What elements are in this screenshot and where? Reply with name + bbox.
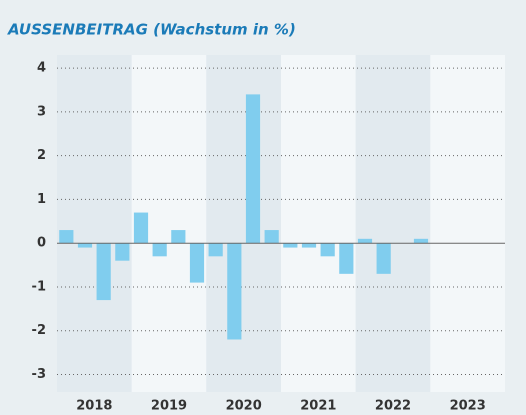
bar [171, 230, 186, 244]
year-band [430, 55, 505, 392]
bar [59, 230, 74, 244]
bar [376, 243, 391, 274]
y-tick-label: -3 [32, 367, 46, 382]
y-tick-label: 4 [37, 61, 46, 76]
x-tick-label: 2020 [226, 399, 262, 414]
chart-title: AUSSENBEITRAG (Wachstum in %) [7, 21, 296, 39]
bar [208, 243, 223, 257]
bar [133, 212, 149, 244]
y-tick-label: 1 [37, 192, 46, 207]
bar [152, 243, 167, 257]
y-tick-label: 0 [37, 236, 46, 251]
y-tick-label: 2 [37, 148, 46, 163]
bar [339, 243, 354, 274]
bar [413, 238, 429, 244]
y-tick-label: -2 [32, 323, 46, 338]
bar [245, 94, 261, 244]
x-tick-label: 2023 [450, 399, 486, 414]
y-tick-label: 3 [37, 104, 46, 119]
x-tick-label: 2018 [76, 399, 112, 414]
year-band [355, 55, 431, 392]
year-band [206, 55, 281, 392]
bar [264, 230, 279, 244]
year-band [57, 55, 132, 392]
x-tick-label: 2021 [300, 399, 336, 414]
bar [320, 243, 335, 257]
bar [96, 243, 111, 301]
x-tick-label: 2022 [375, 399, 411, 414]
bar [227, 243, 242, 340]
x-tick-label: 2019 [151, 399, 187, 414]
bar [283, 243, 298, 248]
bar [189, 243, 205, 283]
bar [77, 243, 93, 248]
bar [357, 238, 373, 244]
bar [301, 243, 317, 248]
y-tick-label: -1 [32, 279, 46, 294]
bar [115, 243, 130, 261]
year-band [281, 55, 356, 392]
